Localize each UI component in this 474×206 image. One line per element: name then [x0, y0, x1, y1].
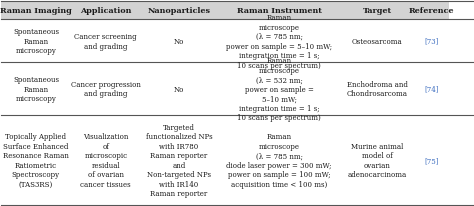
Text: Spontaneous
Raman
microscopy: Spontaneous Raman microscopy — [13, 76, 59, 103]
Bar — [141, 20, 217, 63]
Bar — [141, 116, 217, 205]
Bar — [1, 2, 71, 20]
Bar — [217, 20, 341, 63]
Bar — [71, 63, 141, 116]
Bar — [1, 20, 71, 63]
Bar — [217, 2, 341, 20]
Bar — [141, 63, 217, 116]
Bar — [1, 116, 71, 205]
Text: [75]: [75] — [424, 156, 439, 164]
Bar — [341, 2, 414, 20]
Bar — [414, 2, 449, 20]
Bar — [71, 20, 141, 63]
Bar — [341, 116, 414, 205]
Text: Application: Application — [80, 7, 131, 15]
Text: Raman Instrument: Raman Instrument — [237, 7, 321, 15]
Text: No: No — [174, 38, 184, 46]
Bar — [414, 63, 449, 116]
Text: Visualization
of
microscopic
residual
of ovarian
cancer tissues: Visualization of microscopic residual of… — [81, 133, 131, 188]
Bar — [414, 116, 449, 205]
Bar — [1, 63, 71, 116]
Text: Raman
microscope
(λ = 785 nm;
diode laser power = 300 mW;
power on sample = 100 : Raman microscope (λ = 785 nm; diode lase… — [226, 133, 332, 188]
Bar — [217, 63, 341, 116]
Text: Reference: Reference — [409, 7, 455, 15]
Bar — [141, 2, 217, 20]
Bar — [341, 63, 414, 116]
Text: Nanoparticles: Nanoparticles — [147, 7, 210, 15]
Text: Cancer screening
and grading: Cancer screening and grading — [74, 33, 137, 50]
Text: Raman
microscope
(λ = 532 nm;
power on sample =
5–10 mW;
integration time = 1 s;: Raman microscope (λ = 532 nm; power on s… — [237, 57, 321, 122]
Text: Murine animal
model of
ovarian
adenocarcinoma: Murine animal model of ovarian adenocarc… — [348, 142, 407, 179]
Bar — [341, 20, 414, 63]
Text: Enchodroma and
Chondrosarcoma: Enchodroma and Chondrosarcoma — [347, 81, 408, 98]
Text: Spontaneous
Raman
microscopy: Spontaneous Raman microscopy — [13, 28, 59, 55]
Text: [74]: [74] — [424, 85, 439, 93]
Bar — [217, 116, 341, 205]
Bar — [71, 2, 141, 20]
Text: Raman Imaging: Raman Imaging — [0, 7, 72, 15]
Text: No: No — [174, 85, 184, 93]
Bar — [414, 20, 449, 63]
Text: Targeted
functionalized NPs
with IR780
Raman reporter
and
Non-targeted NPs
with : Targeted functionalized NPs with IR780 R… — [146, 123, 212, 197]
Text: Osteosarcoma: Osteosarcoma — [352, 38, 403, 46]
Text: Target: Target — [363, 7, 392, 15]
Text: Topically Applied
Surface Enhanced
Resonance Raman
Ratiometric
Spectroscopy
(TAS: Topically Applied Surface Enhanced Reson… — [3, 133, 69, 188]
Bar — [71, 116, 141, 205]
Text: [73]: [73] — [425, 38, 439, 46]
Text: Cancer progression
and grading: Cancer progression and grading — [71, 81, 141, 98]
Text: Raman
microscope
(λ = 785 nm;
power on sample = 5–10 mW;
integration time = 1 s;: Raman microscope (λ = 785 nm; power on s… — [226, 14, 332, 69]
